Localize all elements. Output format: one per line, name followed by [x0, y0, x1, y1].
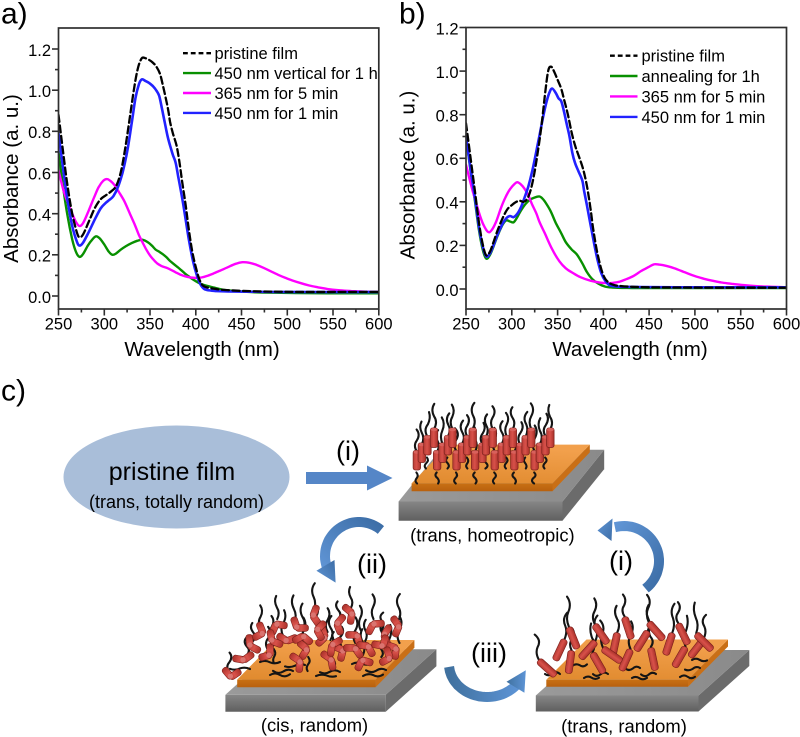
svg-text:1.0: 1.0	[28, 83, 51, 101]
svg-text:a): a)	[1, 0, 28, 31]
svg-text:350: 350	[544, 316, 572, 334]
svg-text:Absorbance (a. u.): Absorbance (a. u.)	[397, 91, 420, 260]
svg-text:0.0: 0.0	[436, 282, 459, 300]
svg-text:Absorbance (a. u.): Absorbance (a. u.)	[0, 94, 23, 263]
svg-text:pristine film: pristine film	[215, 45, 298, 63]
svg-text:450 nm vertical for 1 h: 450 nm vertical for 1 h	[215, 65, 378, 83]
svg-text:250: 250	[452, 316, 480, 334]
svg-text:(trans, random): (trans, random)	[561, 716, 687, 737]
svg-text:0.4: 0.4	[28, 207, 51, 225]
svg-text:1.2: 1.2	[28, 42, 51, 60]
svg-text:0.8: 0.8	[436, 108, 459, 126]
svg-text:400: 400	[182, 316, 210, 334]
svg-text:Wavelength (nm): Wavelength (nm)	[552, 338, 707, 361]
svg-text:0.2: 0.2	[436, 238, 459, 256]
svg-text:1.2: 1.2	[436, 20, 459, 38]
svg-text:(i): (i)	[336, 436, 360, 466]
svg-text:450: 450	[635, 316, 663, 334]
svg-text:(trans, totally random): (trans, totally random)	[89, 492, 264, 512]
svg-text:pristine film: pristine film	[642, 48, 725, 66]
svg-text:0.6: 0.6	[28, 165, 51, 183]
svg-text:(i): (i)	[609, 546, 633, 576]
svg-text:400: 400	[590, 316, 618, 334]
svg-text:0.2: 0.2	[28, 248, 51, 266]
svg-text:pristine film: pristine film	[109, 458, 235, 486]
svg-text:b): b)	[399, 0, 426, 31]
svg-text:350: 350	[136, 316, 164, 334]
svg-text:600: 600	[365, 316, 393, 334]
svg-text:300: 300	[91, 316, 119, 334]
svg-text:(trans, homeotropic): (trans, homeotropic)	[410, 525, 575, 546]
svg-text:annealing for 1h: annealing for 1h	[642, 68, 760, 86]
svg-text:(ii): (ii)	[357, 549, 387, 579]
svg-text:550: 550	[727, 316, 755, 334]
svg-text:0.0: 0.0	[28, 289, 51, 307]
svg-text:365 nm for 5 min: 365 nm for 5 min	[215, 85, 339, 103]
svg-text:450 nm for 1 min: 450 nm for 1 min	[642, 109, 766, 127]
svg-text:500: 500	[274, 316, 302, 334]
svg-text:550: 550	[319, 316, 347, 334]
svg-text:600: 600	[773, 316, 800, 334]
svg-text:(iii): (iii)	[471, 638, 507, 668]
svg-text:(cis, random): (cis, random)	[261, 715, 368, 736]
svg-text:0.8: 0.8	[28, 124, 51, 142]
svg-text:0.6: 0.6	[436, 151, 459, 169]
svg-text:500: 500	[681, 316, 709, 334]
svg-text:300: 300	[498, 316, 526, 334]
svg-text:Wavelength (nm): Wavelength (nm)	[124, 338, 279, 361]
svg-text:450: 450	[228, 316, 256, 334]
svg-text:450 nm for 1 min: 450 nm for 1 min	[215, 105, 339, 123]
svg-text:0.4: 0.4	[436, 195, 459, 213]
svg-text:365 nm for 5 min: 365 nm for 5 min	[642, 88, 766, 106]
svg-text:c): c)	[1, 375, 26, 408]
svg-text:250: 250	[45, 316, 73, 334]
svg-text:1.0: 1.0	[436, 64, 459, 82]
